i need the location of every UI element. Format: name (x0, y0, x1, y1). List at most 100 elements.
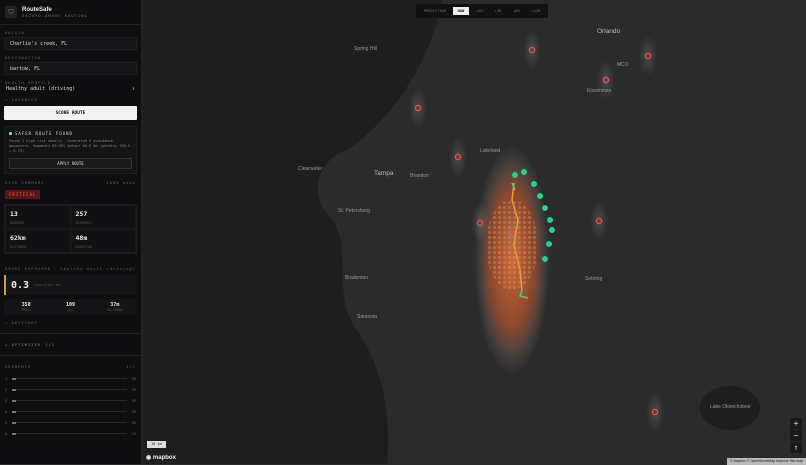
compass-button[interactable]: ↑ (790, 442, 802, 453)
city-label: Clearwater (298, 166, 323, 172)
avoidance-waypoint[interactable] (541, 204, 549, 212)
city-label: Orlando (597, 28, 621, 35)
hazard-halo (639, 36, 657, 76)
route-safe-line (519, 289, 529, 299)
timebar-option[interactable]: +12H (531, 9, 541, 13)
zoom-out-button[interactable]: − (790, 430, 802, 441)
risk-summary-label: RISK SUMMARY (5, 180, 45, 185)
prediction-timebar: PREDICTION NOW +1H +3H +6H +12H (416, 4, 549, 18)
smoke-stat: 109 AQI (48, 302, 92, 313)
segments-count: 1/7 (126, 364, 136, 369)
avoidance-waypoint[interactable] (545, 240, 553, 248)
timebar-option[interactable]: +3H (494, 9, 502, 13)
segment-value: 75 (131, 431, 136, 436)
segment-row[interactable]: 6 75 (0, 428, 141, 439)
timebar-option[interactable]: NOW (452, 7, 470, 15)
hazard-marker[interactable] (644, 52, 652, 60)
avoidance-waypoint[interactable] (520, 168, 528, 176)
segment-row[interactable]: 1 90 (0, 373, 141, 384)
timebar-label: PREDICTION (424, 9, 446, 13)
hazard-marker[interactable] (528, 46, 536, 54)
hazard-marker[interactable] (454, 153, 462, 161)
timebar-option[interactable]: +1H (476, 9, 483, 13)
sidebar: ⛉ RouteSafe HAZARD-AWARE ROUTING ORIGIN C… (0, 0, 142, 464)
stat-label: HAZARDS (10, 221, 25, 225)
smoke-stat: 350 PM2.5 (4, 302, 48, 313)
city-label: MCO (617, 62, 629, 68)
scale-bar: 10 km (147, 441, 166, 448)
segment-index: 4 (5, 409, 8, 414)
hazard-marker[interactable] (602, 76, 610, 84)
avoidance-waypoint[interactable] (548, 226, 556, 234)
apply-route-button[interactable]: APPLY ROUTE (9, 158, 132, 169)
hazard-marker[interactable] (414, 104, 422, 112)
segment-index: 3 (5, 398, 8, 403)
origin-input[interactable]: Charlie's creek, FL (4, 37, 137, 50)
timebar-option[interactable]: +6H (513, 9, 520, 13)
segment-bar (12, 421, 127, 424)
segment-bar (12, 399, 127, 402)
lake-okeechobee (700, 386, 760, 430)
shield-icon: ⛉ (5, 6, 17, 18)
smoke-stats: 350 PM2.5 109 AQI 37m IN SMOKE (4, 299, 137, 315)
hazard-halo (523, 30, 541, 70)
avoidance-waypoint[interactable] (546, 216, 554, 224)
optimizer-toggle[interactable]: + OPTIMIZER 1/1 (0, 333, 141, 347)
segments-label: SEGMENTS (5, 364, 32, 369)
segment-list: 1 90 2 90 3 90 4 90 5 90 6 75 (0, 373, 141, 439)
map[interactable]: Orlando Kissimmee Tampa Brandon Clearwater St… (142, 0, 806, 465)
city-label: St. Petersburg (338, 208, 370, 214)
smoke-profile: healthy adult (driving) (60, 266, 136, 271)
segment-value: 90 (131, 420, 136, 425)
smoke-label: SMOKE EXPOSURE (5, 266, 52, 271)
stat-label: SEGMENTS (75, 221, 92, 225)
profile-select[interactable]: Healthy adult (driving) ⇕ (4, 86, 137, 92)
segment-value: 90 (131, 376, 136, 381)
risk-level-badge: CRITICAL (5, 190, 41, 199)
segment-value: 90 (131, 409, 136, 414)
stat-segments: 257 SEGMENTS (70, 205, 136, 229)
segment-index: 1 (5, 376, 8, 381)
map-attribution[interactable]: © Mapbox © OpenStreetMap Improve this ma… (726, 458, 806, 465)
alert-title: SAFER ROUTE FOUND (15, 131, 73, 136)
segment-value: 90 (131, 387, 136, 392)
mapbox-brand: mapbox (152, 455, 176, 461)
stat-value: 62km (10, 234, 26, 242)
hazard-marker[interactable] (476, 219, 484, 227)
segment-row[interactable]: 4 90 (0, 406, 141, 417)
stat-label: PM2.5 (21, 307, 32, 312)
city-label: Spring Hill (354, 46, 377, 52)
stat-value: 109 (65, 301, 75, 308)
score-route-button[interactable]: SCORE ROUTE (4, 106, 137, 120)
advisory-toggle[interactable]: + ADVISORY (5, 320, 38, 325)
segment-index: 6 (5, 431, 8, 436)
avoidance-waypoint[interactable] (536, 192, 544, 200)
destination-input[interactable]: bartow, FL (4, 62, 137, 75)
stat-distance: 62km DISTANCE (5, 229, 71, 253)
avoidance-waypoint[interactable] (511, 171, 519, 179)
profile-value: Healthy adult (driving) (6, 86, 76, 92)
smoke-value-card: 0.3 cigarettes eq. (4, 275, 137, 295)
alert-text: Found 1 high-risk zone(s). Generated 9 a… (9, 139, 131, 153)
advanced-toggle[interactable]: + ADVANCED (5, 97, 38, 102)
segment-index: 5 (5, 420, 8, 425)
chevron-updown-icon: ⇕ (131, 86, 135, 92)
city-label: Sarasota (357, 314, 378, 320)
segment-row[interactable]: 3 90 (0, 395, 141, 406)
segment-bar (12, 432, 127, 435)
stat-label: DISTANCE (10, 245, 27, 249)
app-header: ⛉ RouteSafe HAZARD-AWARE ROUTING (0, 0, 141, 25)
segment-value: 90 (131, 398, 136, 403)
hazard-halo (646, 392, 664, 432)
destination-label: DESTINATION (5, 55, 42, 60)
hazard-marker[interactable] (595, 217, 603, 225)
avoidance-waypoint[interactable] (541, 255, 549, 263)
hazard-halo (471, 203, 489, 243)
stat-label: AQI (67, 307, 74, 312)
segment-row[interactable]: 2 90 (0, 384, 141, 395)
zoom-in-button[interactable]: + (790, 418, 802, 429)
segment-row[interactable]: 5 90 (0, 417, 141, 428)
hazard-marker[interactable] (508, 230, 516, 238)
avoidance-waypoint[interactable] (530, 180, 538, 188)
hazard-marker[interactable] (651, 408, 659, 416)
